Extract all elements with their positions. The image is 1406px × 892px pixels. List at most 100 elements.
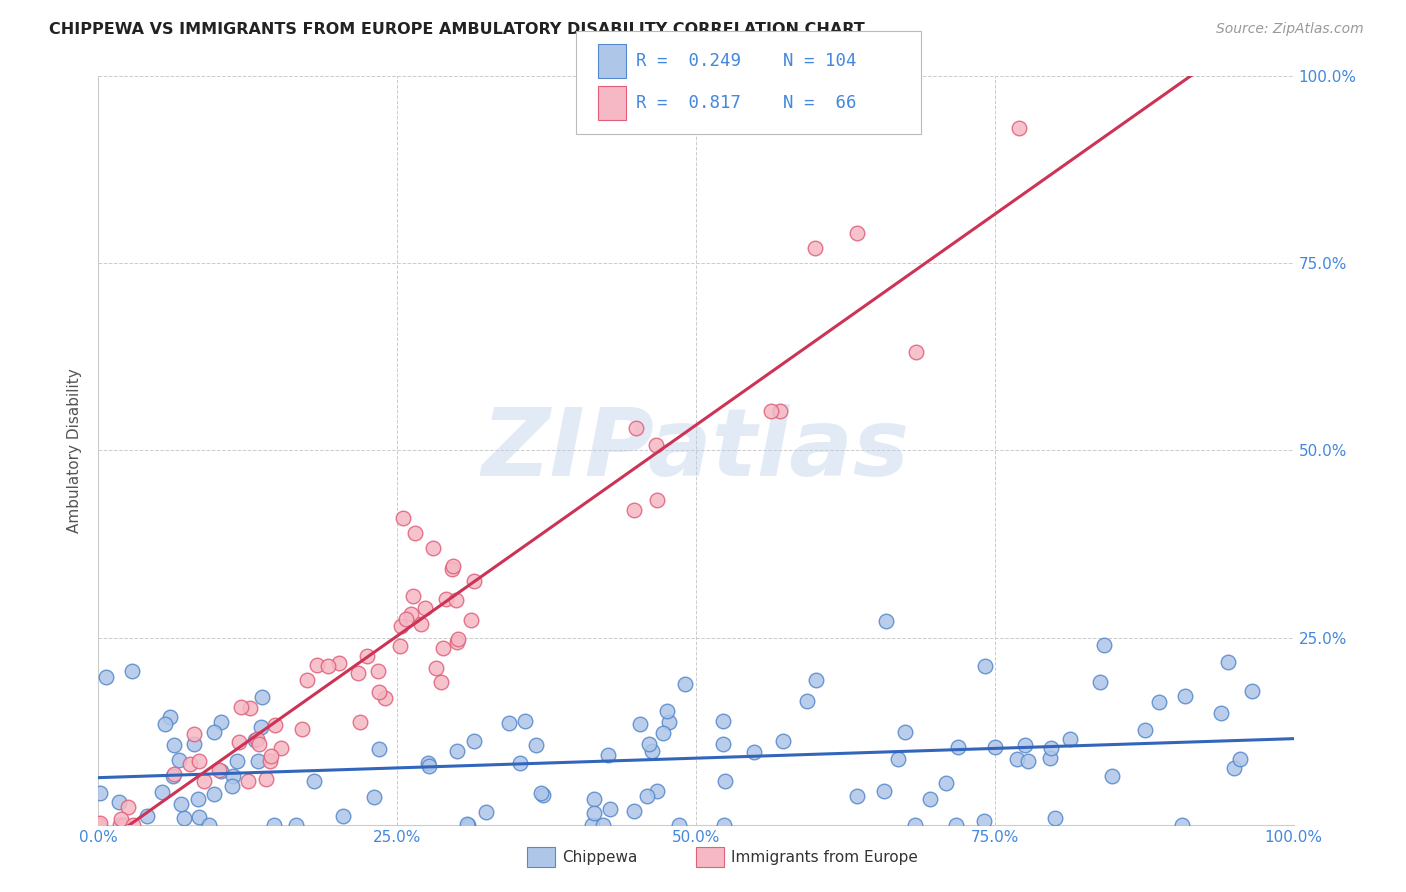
Point xyxy=(243,733,266,747)
Point xyxy=(107,795,129,809)
Point xyxy=(796,694,818,708)
Point xyxy=(1174,689,1197,703)
Point xyxy=(894,725,917,739)
Point xyxy=(599,802,621,816)
Point xyxy=(167,753,190,767)
Point xyxy=(263,818,285,832)
Point xyxy=(231,700,253,714)
Point xyxy=(457,818,479,832)
Text: CHIPPEWA VS IMMIGRANTS FROM EUROPE AMBULATORY DISABILITY CORRELATION CHART: CHIPPEWA VS IMMIGRANTS FROM EUROPE AMBUL… xyxy=(49,22,865,37)
Point xyxy=(1059,732,1081,747)
Point xyxy=(636,789,658,804)
Point xyxy=(946,740,969,755)
Point xyxy=(188,810,211,824)
Point xyxy=(110,818,132,832)
Point xyxy=(349,714,371,729)
Point xyxy=(742,745,765,759)
Point xyxy=(655,704,678,718)
Point xyxy=(316,659,339,673)
Point xyxy=(94,670,117,684)
Point xyxy=(1240,684,1263,698)
Point xyxy=(367,664,389,678)
Point xyxy=(1101,769,1123,783)
Point xyxy=(645,493,668,508)
Point xyxy=(197,818,219,832)
Point xyxy=(714,773,737,788)
Point xyxy=(302,774,325,789)
Point xyxy=(246,731,269,746)
Point xyxy=(163,739,186,753)
Point xyxy=(1043,811,1066,825)
Point xyxy=(389,619,412,633)
Point xyxy=(409,616,432,631)
Point xyxy=(254,772,277,786)
Point xyxy=(418,756,440,770)
Point xyxy=(1039,751,1062,765)
Point xyxy=(209,764,232,778)
Point xyxy=(291,723,314,737)
Point xyxy=(89,816,111,830)
Point xyxy=(1209,706,1232,721)
Point xyxy=(904,344,927,359)
Point xyxy=(447,632,470,646)
Point xyxy=(221,779,243,793)
Point xyxy=(463,733,485,747)
Point xyxy=(163,766,186,780)
Point xyxy=(498,715,520,730)
Point xyxy=(1133,723,1156,738)
Point xyxy=(202,724,225,739)
Point xyxy=(444,593,467,607)
Point xyxy=(583,792,606,806)
Point xyxy=(533,788,555,802)
Point xyxy=(460,613,482,627)
Point xyxy=(221,769,243,783)
Point xyxy=(711,714,734,729)
Point xyxy=(122,818,145,832)
Point xyxy=(581,818,603,832)
Point xyxy=(1147,695,1170,709)
Point xyxy=(434,592,457,607)
Text: Immigrants from Europe: Immigrants from Europe xyxy=(731,850,918,864)
Point xyxy=(332,809,354,823)
Point xyxy=(260,748,283,763)
Point xyxy=(875,614,897,628)
Point xyxy=(270,741,292,756)
Point xyxy=(404,525,426,540)
Point xyxy=(446,635,468,649)
Point xyxy=(873,783,896,797)
Text: Chippewa: Chippewa xyxy=(562,850,638,864)
Point xyxy=(772,734,794,748)
Point xyxy=(804,673,827,687)
Point xyxy=(226,754,249,768)
Point xyxy=(658,714,681,729)
Point xyxy=(307,657,329,672)
Point xyxy=(446,744,468,758)
Point xyxy=(89,786,111,800)
Point xyxy=(673,677,696,691)
Point xyxy=(628,717,651,731)
Point xyxy=(845,789,868,804)
Point xyxy=(328,656,350,670)
Point xyxy=(392,511,415,525)
Point xyxy=(1008,121,1031,136)
Point xyxy=(509,756,531,770)
Point xyxy=(162,769,184,783)
Point xyxy=(441,562,464,576)
Point xyxy=(713,818,735,832)
Point xyxy=(367,685,389,699)
Point xyxy=(668,818,690,832)
Point xyxy=(1223,761,1246,775)
Point xyxy=(295,673,318,687)
Point xyxy=(368,742,391,756)
Point xyxy=(399,607,422,622)
Point xyxy=(136,809,159,823)
Point xyxy=(1014,738,1036,752)
Point xyxy=(623,805,645,819)
Point xyxy=(530,786,553,800)
Point xyxy=(170,797,193,811)
Point xyxy=(596,747,619,762)
Point xyxy=(524,738,547,752)
Point xyxy=(1170,818,1192,832)
Text: Source: ZipAtlas.com: Source: ZipAtlas.com xyxy=(1216,22,1364,37)
Point xyxy=(429,675,451,690)
